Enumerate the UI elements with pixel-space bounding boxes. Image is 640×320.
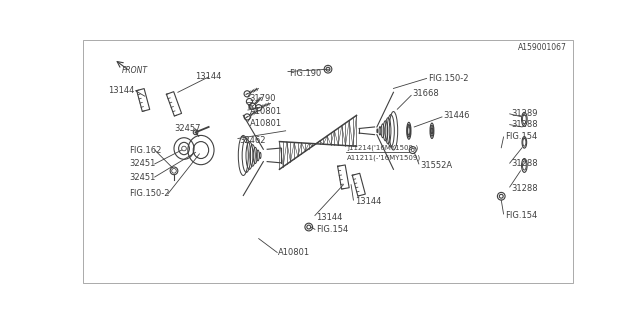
Text: 13144: 13144 [355,197,381,206]
Text: J11214('16MY1509-): J11214('16MY1509-) [348,145,419,151]
Text: FIG.154: FIG.154 [505,211,538,220]
Text: FRONT: FRONT [122,66,148,75]
Text: FIG.150-2: FIG.150-2 [129,189,170,198]
Text: FIG.154: FIG.154 [316,225,349,234]
Text: FIG.190: FIG.190 [289,68,322,77]
Text: 32451: 32451 [129,159,156,168]
Text: 31790: 31790 [250,94,276,103]
Text: 13144: 13144 [316,212,343,221]
Text: A159001067: A159001067 [518,43,566,52]
Text: FIG.162: FIG.162 [129,146,162,155]
Text: A10801: A10801 [278,248,310,257]
Text: A10801: A10801 [250,119,282,128]
Text: 13144: 13144 [196,72,222,81]
Text: 31552A: 31552A [420,161,452,170]
Text: A11211(-'16MY1509): A11211(-'16MY1509) [348,155,421,161]
Text: 31668: 31668 [413,89,440,98]
Text: 13144: 13144 [109,86,135,95]
Text: 32457: 32457 [174,124,200,133]
Text: 31288: 31288 [511,159,538,168]
Text: 32451: 32451 [129,172,156,181]
Text: FIG.150-2: FIG.150-2 [428,74,468,83]
Text: 31288: 31288 [511,120,538,129]
Text: 31289: 31289 [511,109,538,118]
Text: 32462: 32462 [239,136,266,145]
Text: A10801: A10801 [250,107,282,116]
Text: 31446: 31446 [444,111,470,120]
Text: FIG.154: FIG.154 [505,132,538,141]
Text: 31288: 31288 [511,184,538,193]
